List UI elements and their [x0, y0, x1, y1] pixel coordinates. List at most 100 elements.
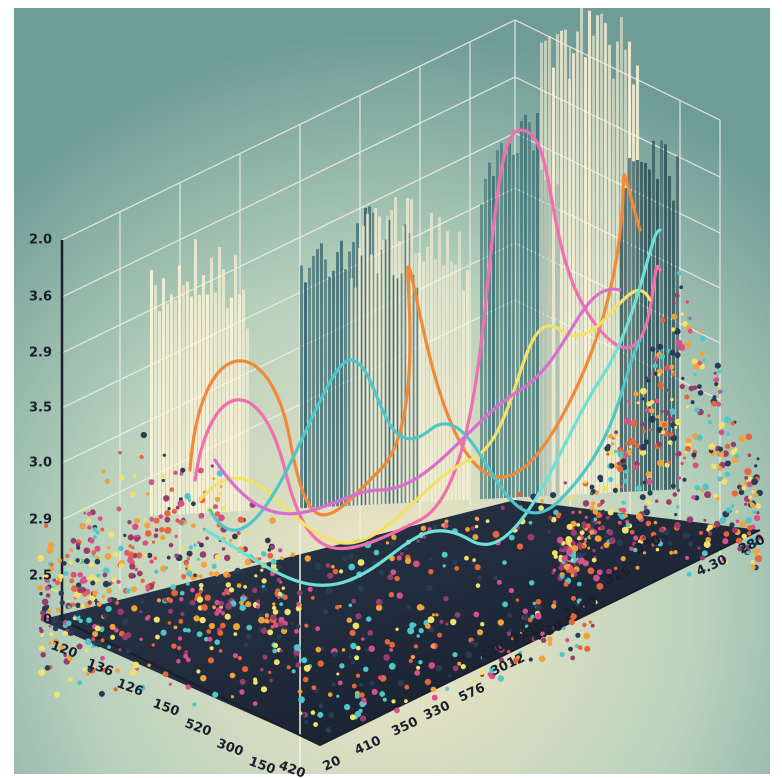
- dot: [472, 534, 478, 540]
- dot: [55, 580, 60, 585]
- dot: [607, 529, 613, 535]
- dot: [378, 676, 382, 680]
- dot: [335, 605, 340, 610]
- dot: [564, 481, 567, 484]
- dot: [79, 619, 83, 623]
- dot: [279, 602, 283, 606]
- dot: [472, 558, 476, 562]
- dot: [199, 574, 203, 578]
- dot: [282, 625, 287, 630]
- dot: [143, 519, 146, 522]
- dot: [685, 556, 689, 560]
- dot: [557, 537, 563, 543]
- dot: [548, 516, 552, 520]
- dot: [140, 455, 144, 459]
- dot: [694, 407, 699, 412]
- dot: [440, 620, 444, 624]
- dot: [163, 671, 169, 677]
- dot: [686, 438, 692, 444]
- dot: [616, 484, 621, 489]
- dot: [724, 472, 730, 478]
- dot: [71, 572, 77, 578]
- left-axis-label: 0: [43, 613, 52, 628]
- dot: [659, 354, 665, 360]
- dot: [296, 624, 301, 629]
- dot: [704, 491, 711, 498]
- bar: [398, 241, 401, 503]
- dot: [667, 413, 670, 416]
- dot: [222, 592, 226, 596]
- bar: [158, 311, 161, 515]
- dot: [597, 475, 603, 481]
- dot: [617, 462, 621, 466]
- dot: [231, 695, 234, 698]
- bar: [528, 122, 531, 496]
- bar: [206, 295, 209, 513]
- dot: [441, 523, 445, 527]
- dot: [261, 686, 267, 692]
- dot: [105, 479, 110, 484]
- dot: [359, 692, 364, 697]
- bar: [466, 270, 469, 500]
- dot: [152, 643, 155, 646]
- dot: [77, 680, 82, 685]
- dot: [99, 691, 105, 697]
- dot: [671, 370, 674, 373]
- bar: [150, 270, 153, 516]
- dot: [141, 599, 145, 603]
- dot: [566, 549, 573, 556]
- dot: [247, 531, 250, 534]
- dot: [587, 547, 590, 550]
- dot: [37, 555, 44, 562]
- dot: [146, 587, 150, 591]
- dot: [488, 672, 492, 676]
- dot: [404, 699, 408, 703]
- dot: [319, 703, 324, 708]
- dot: [238, 517, 244, 523]
- dot: [171, 590, 178, 597]
- dot: [589, 621, 592, 624]
- bar: [580, 6, 583, 494]
- dot: [654, 521, 657, 524]
- dot: [473, 612, 479, 618]
- dot: [92, 590, 98, 596]
- dot: [76, 546, 80, 550]
- dot: [453, 665, 459, 671]
- dot: [359, 683, 363, 687]
- dot: [160, 474, 164, 478]
- dot: [318, 660, 324, 666]
- dot: [560, 652, 565, 657]
- dot: [246, 625, 252, 631]
- dot: [84, 558, 90, 564]
- bar: [488, 162, 491, 498]
- dot: [657, 460, 664, 467]
- dot: [452, 560, 458, 566]
- dot: [146, 492, 149, 495]
- dot: [702, 359, 706, 363]
- dot: [691, 495, 695, 499]
- dot: [253, 701, 258, 706]
- dot: [294, 629, 299, 634]
- dot: [107, 546, 110, 549]
- dot: [724, 531, 730, 537]
- dot: [431, 687, 437, 693]
- dot: [683, 457, 686, 460]
- dot: [69, 560, 73, 564]
- dot: [355, 711, 361, 717]
- dot: [559, 549, 562, 552]
- dot: [175, 535, 178, 538]
- dot: [623, 479, 628, 484]
- dot: [583, 553, 586, 556]
- dot: [731, 504, 735, 508]
- dot: [278, 592, 282, 596]
- dot: [269, 679, 272, 682]
- bar: [190, 297, 193, 514]
- dot: [197, 631, 203, 637]
- dot: [123, 534, 126, 537]
- dot: [428, 616, 435, 623]
- dot: [689, 317, 692, 320]
- dot: [676, 505, 680, 509]
- dot: [653, 363, 658, 368]
- dot: [565, 536, 572, 543]
- dot: [165, 566, 168, 569]
